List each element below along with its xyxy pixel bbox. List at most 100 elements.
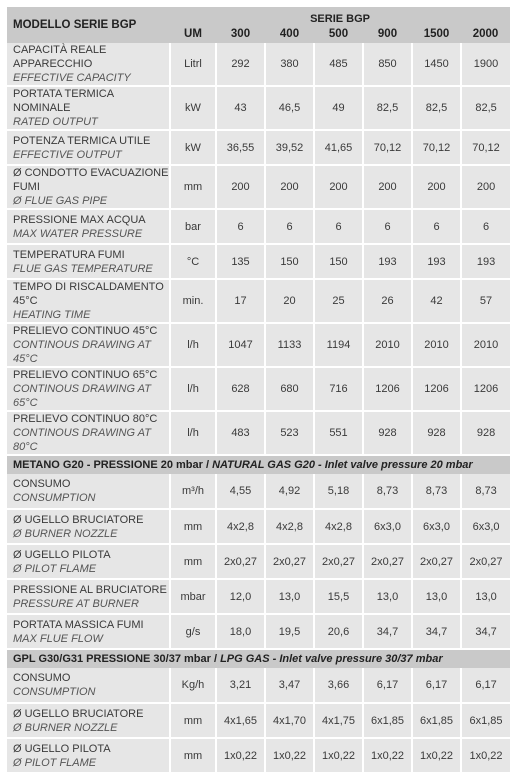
- row-label-italian: TEMPERATURA FUMI: [13, 248, 125, 261]
- unit-cell: mm: [169, 544, 216, 580]
- value-cell: 150: [264, 244, 314, 280]
- value-cell: 2x0,27: [264, 544, 314, 580]
- value-cell: 13,0: [264, 579, 314, 615]
- unit-cell: kW: [169, 130, 216, 166]
- model-header: MODELLO SERIE BGP: [7, 7, 170, 43]
- value-cell: 4,92: [264, 474, 314, 510]
- row-label: Ø UGELLO PILOTA Ø PILOT FLAME: [7, 738, 170, 774]
- value-cell: 2010: [411, 323, 461, 368]
- value-cell: 8,73: [411, 474, 461, 510]
- value-cell: 193: [411, 244, 461, 280]
- column-header: 300: [216, 25, 265, 43]
- value-cell: 928: [459, 411, 511, 456]
- value-cell: 6,17: [459, 668, 511, 704]
- value-cell: 57: [459, 279, 511, 324]
- value-cell: 34,7: [411, 614, 461, 650]
- value-cell: 1206: [411, 367, 461, 412]
- value-cell: 200: [459, 165, 511, 210]
- unit-cell: l/h: [169, 411, 216, 456]
- unit-cell: Litrl: [169, 43, 216, 87]
- column-header: 2000: [461, 25, 511, 43]
- row-label-english: FLUE GAS TEMPERATURE: [13, 262, 153, 275]
- value-cell: 19,5: [264, 614, 314, 650]
- value-cell: 6: [411, 209, 461, 245]
- unit-cell: mm: [169, 509, 216, 545]
- row-label: Ø UGELLO BRUCIATORE Ø BURNER NOZZLE: [7, 509, 170, 545]
- value-cell: 1x0,22: [264, 738, 314, 774]
- row-label: CONSUMO CONSUMPTION: [7, 668, 170, 704]
- value-cell: 82,5: [459, 86, 511, 131]
- row-label-italian: POTENZA TERMICA UTILE: [13, 134, 151, 147]
- row-label: PRELIEVO CONTINUO 65°C CONTINOUS DRAWING …: [7, 367, 170, 412]
- value-cell: 200: [264, 165, 314, 210]
- section-title-english: NATURAL GAS G20 - Inlet valve pressure 2…: [212, 459, 473, 471]
- value-cell: 41,65: [313, 130, 363, 166]
- value-cell: 1206: [362, 367, 412, 412]
- unit-cell: Kg/h: [169, 668, 216, 704]
- row-label: PRELIEVO CONTINUO 45°C CONTINOUS DRAWING …: [7, 323, 170, 368]
- value-cell: 3,66: [313, 668, 363, 704]
- value-cell: 928: [411, 411, 461, 456]
- row-label: CAPACITÀ REALE APPARECCHIO EFFECTIVE CAPA…: [7, 43, 170, 87]
- value-cell: 6: [215, 209, 265, 245]
- value-cell: 70,12: [411, 130, 461, 166]
- value-cell: 200: [215, 165, 265, 210]
- value-cell: 2010: [459, 323, 511, 368]
- value-cell: 6,17: [411, 668, 461, 704]
- row-label: TEMPERATURA FUMI FLUE GAS TEMPERATURE: [7, 244, 170, 280]
- value-cell: 6: [362, 209, 412, 245]
- row-label-italian: PRELIEVO CONTINUO 80°C: [13, 413, 158, 425]
- value-cell: 850: [362, 43, 412, 87]
- value-cell: 39,52: [264, 130, 314, 166]
- row-label-english: Ø BURNER NOZZLE: [13, 527, 118, 540]
- value-cell: 34,7: [459, 614, 511, 650]
- value-cell: 1x0,22: [411, 738, 461, 774]
- section-title: METANO G20 - PRESSIONE 20 mbar / NATURAL…: [7, 455, 511, 474]
- row-label: PRESSIONE AL BRUCIATORE PRESSURE AT BURNE…: [7, 579, 170, 615]
- row-label-italian: PORTATA TERMICA NOMINALE: [13, 88, 114, 114]
- value-cell: 200: [411, 165, 461, 210]
- row-label-italian: CAPACITÀ REALE APPARECCHIO: [13, 44, 107, 70]
- value-cell: 1x0,22: [313, 738, 363, 774]
- row-label-italian: CONSUMO: [13, 672, 71, 684]
- value-cell: 4x2,8: [264, 509, 314, 545]
- value-cell: 82,5: [411, 86, 461, 131]
- unit-cell: mm: [169, 165, 216, 210]
- value-cell: 2x0,27: [313, 544, 363, 580]
- section-title-main: GPL G30/G31 PRESSIONE 30/37 mbar /: [13, 653, 221, 665]
- value-cell: 483: [215, 411, 265, 456]
- column-header: 400: [265, 25, 314, 43]
- value-cell: 1206: [459, 367, 511, 412]
- value-cell: 13,0: [459, 579, 511, 615]
- row-label: Ø UGELLO PILOTA Ø PILOT FLAME: [7, 544, 170, 580]
- row-label-italian: Ø UGELLO BRUCIATORE: [13, 513, 144, 526]
- row-label-english: PRESSURE AT BURNER: [13, 597, 139, 610]
- section-title: GPL G30/G31 PRESSIONE 30/37 mbar / LPG G…: [7, 649, 511, 668]
- value-cell: 193: [362, 244, 412, 280]
- table-row: CAPACITÀ REALE APPARECCHIO EFFECTIVE CAPA…: [7, 43, 511, 87]
- value-cell: 628: [215, 367, 265, 412]
- row-label-english: CONTINOUS DRAWING AT 80°C: [13, 427, 151, 453]
- value-cell: 36,55: [215, 130, 265, 166]
- table-row: POTENZA TERMICA UTILE EFFECTIVE OUTPUT kW 3…: [7, 130, 511, 166]
- row-label-italian: CONSUMO: [13, 478, 71, 490]
- unit-cell: l/h: [169, 323, 216, 368]
- value-cell: 6x3,0: [362, 509, 412, 545]
- value-cell: 200: [313, 165, 363, 210]
- unit-cell: m³/h: [169, 474, 216, 510]
- row-label-english: Ø PILOT FLAME: [13, 756, 97, 769]
- value-cell: 26: [362, 279, 412, 324]
- value-cell: 12,0: [215, 579, 265, 615]
- column-header: 500: [314, 25, 363, 43]
- row-label: POTENZA TERMICA UTILE EFFECTIVE OUTPUT: [7, 130, 170, 166]
- spec-table-body: CAPACITÀ REALE APPARECCHIO EFFECTIVE CAPA…: [7, 43, 511, 774]
- value-cell: 1900: [459, 43, 511, 87]
- unit-cell: min.: [169, 279, 216, 324]
- value-cell: 82,5: [362, 86, 412, 131]
- section-title-english: LPG GAS - Inlet valve pressure 30/37 mba…: [220, 653, 443, 665]
- row-label: PRESSIONE MAX ACQUA MAX WATER PRESSURE: [7, 209, 170, 245]
- value-cell: 3,21: [215, 668, 265, 704]
- table-row: Ø UGELLO PILOTA Ø PILOT FLAME mm 2x0,27 2x0,…: [7, 544, 511, 580]
- value-cell: 2x0,27: [215, 544, 265, 580]
- row-label-english: CONSUMPTION: [13, 492, 96, 504]
